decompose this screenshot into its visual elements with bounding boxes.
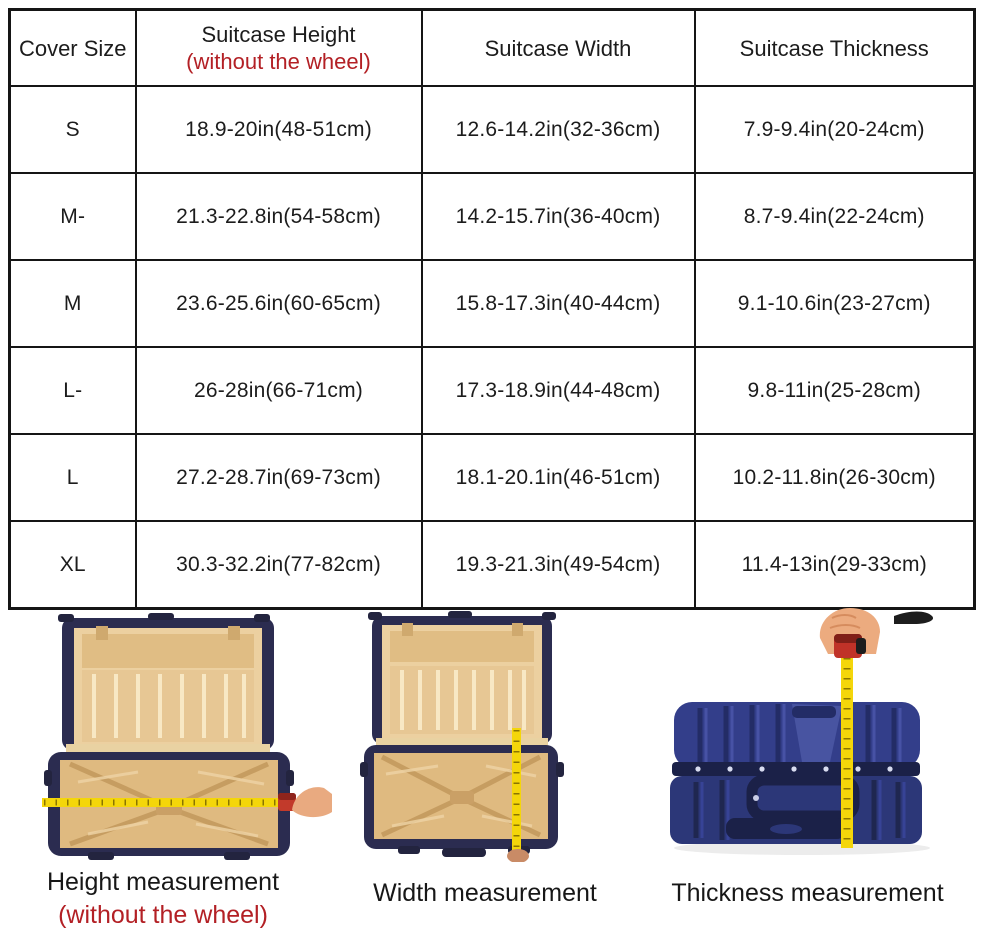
table-row: L- 26-28in(66-71cm) 17.3-18.9in(44-48cm)… xyxy=(8,346,976,435)
height-cell: 21.3-22.8in(54-58cm) xyxy=(134,172,423,261)
header-suitcase-height: Suitcase Height (without the wheel) xyxy=(134,8,423,87)
size-cell: L- xyxy=(8,346,137,435)
width-measurement-caption: Width measurement xyxy=(340,877,630,910)
caption-line1: Thickness measurement xyxy=(671,879,944,907)
table-row: S 18.9-20in(48-51cm) 12.6-14.2in(32-36cm… xyxy=(8,85,976,174)
size-cell: S xyxy=(8,85,137,174)
measuring-tape xyxy=(512,728,521,854)
size-chart-table: Cover Size Suitcase Height (without the … xyxy=(8,8,976,610)
closed-suitcase xyxy=(670,702,922,844)
height-cell: 27.2-28.7in(69-73cm) xyxy=(134,433,423,522)
width-cell: 12.6-14.2in(32-36cm) xyxy=(420,85,696,174)
thickness-cell: 8.7-9.4in(22-24cm) xyxy=(693,172,976,261)
header-cover-size: Cover Size xyxy=(8,8,137,87)
size-cell: XL xyxy=(8,520,137,610)
thickness-cell: 10.2-11.8in(26-30cm) xyxy=(693,433,976,522)
size-cell: L xyxy=(8,433,137,522)
size-cell: M xyxy=(8,259,137,348)
hand xyxy=(507,849,529,862)
caption-line1: Height measurement xyxy=(46,868,280,896)
open-suitcase xyxy=(360,611,564,857)
measuring-tape xyxy=(841,654,853,848)
width-cell: 15.8-17.3in(40-44cm) xyxy=(420,259,696,348)
height-cell: 26-28in(66-71cm) xyxy=(134,346,423,435)
size-cell: M- xyxy=(8,172,137,261)
thickness-cell: 9.8-11in(25-28cm) xyxy=(693,346,976,435)
table-row: L 27.2-28.7in(69-73cm) 18.1-20.1in(46-51… xyxy=(8,433,976,522)
thickness-cell: 11.4-13in(29-33cm) xyxy=(693,520,976,610)
height-measurement-caption: Height measurement (without the wheel) xyxy=(8,866,318,932)
header-suitcase-width: Suitcase Width xyxy=(420,8,696,87)
height-cell: 30.3-32.2in(77-82cm) xyxy=(134,520,423,610)
width-measurement-photo xyxy=(360,611,564,862)
hand xyxy=(819,608,934,658)
height-cell: 18.9-20in(48-51cm) xyxy=(134,85,423,174)
width-cell: 17.3-18.9in(44-48cm) xyxy=(420,346,696,435)
height-measurement-photo xyxy=(42,613,332,860)
caption-line2: (without the wheel) xyxy=(58,901,268,929)
header-suitcase-thickness: Suitcase Thickness xyxy=(693,8,976,87)
table-header-row: Cover Size Suitcase Height (without the … xyxy=(8,8,976,87)
width-cell: 14.2-15.7in(36-40cm) xyxy=(420,172,696,261)
measuring-tape xyxy=(42,793,296,811)
width-cell: 19.3-21.3in(49-54cm) xyxy=(420,520,696,610)
thickness-measurement-photo xyxy=(670,608,934,855)
table-row: M 23.6-25.6in(60-65cm) 15.8-17.3in(40-44… xyxy=(8,259,976,348)
table-row: XL 30.3-32.2in(77-82cm) 19.3-21.3in(49-5… xyxy=(8,520,976,610)
thickness-cell: 9.1-10.6in(23-27cm) xyxy=(693,259,976,348)
table-row: M- 21.3-22.8in(54-58cm) 14.2-15.7in(36-4… xyxy=(8,172,976,261)
hand xyxy=(292,787,332,818)
header-height-line1: Suitcase Height xyxy=(201,22,356,47)
open-suitcase xyxy=(44,613,294,860)
thickness-measurement-caption: Thickness measurement xyxy=(640,877,975,910)
header-height-note: (without the wheel) xyxy=(186,49,371,74)
width-cell: 18.1-20.1in(46-51cm) xyxy=(420,433,696,522)
caption-line1: Width measurement xyxy=(373,879,597,907)
shadow xyxy=(674,841,930,855)
height-cell: 23.6-25.6in(60-65cm) xyxy=(134,259,423,348)
thickness-cell: 7.9-9.4in(20-24cm) xyxy=(693,85,976,174)
